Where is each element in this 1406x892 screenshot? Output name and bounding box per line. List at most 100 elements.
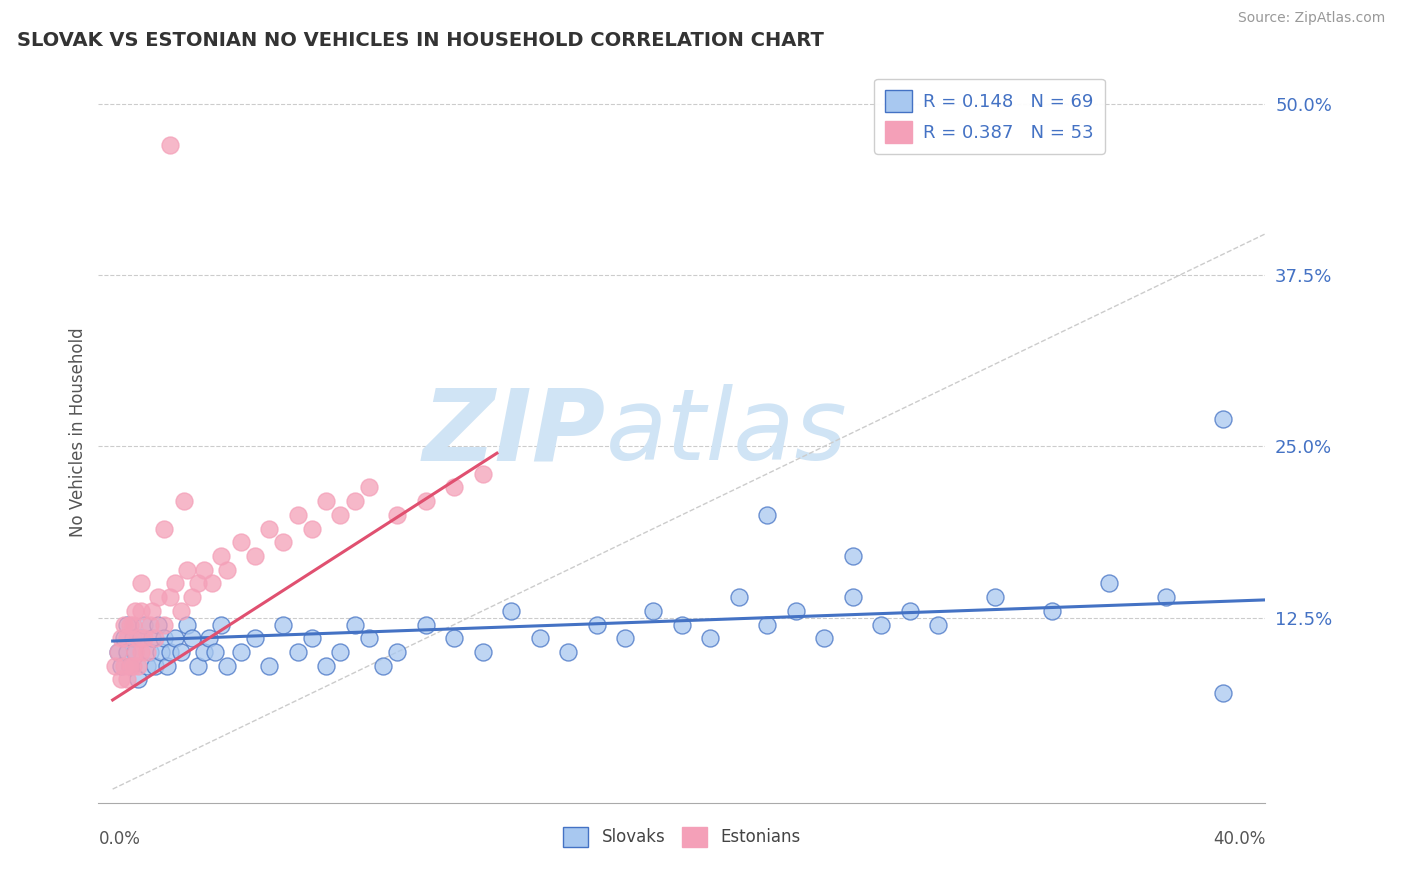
Point	[187, 576, 209, 591]
Point	[138, 645, 160, 659]
Point	[209, 617, 232, 632]
Point	[110, 673, 132, 687]
Point	[124, 604, 146, 618]
Point	[115, 617, 138, 632]
Point	[135, 658, 157, 673]
Point	[127, 632, 149, 646]
Point	[229, 645, 252, 659]
Point	[132, 632, 155, 646]
Point	[257, 522, 280, 536]
Point	[215, 658, 238, 673]
Point	[153, 617, 176, 632]
Point	[129, 604, 152, 618]
Point	[129, 632, 152, 646]
Point	[110, 632, 132, 646]
Point	[529, 632, 551, 646]
Point	[257, 658, 280, 673]
Point	[643, 604, 665, 618]
Point	[209, 549, 232, 563]
Point	[115, 673, 138, 687]
Point	[315, 494, 337, 508]
Point	[1212, 412, 1234, 426]
Point	[127, 658, 149, 673]
Point	[176, 617, 198, 632]
Point	[104, 658, 127, 673]
Point	[176, 563, 198, 577]
Point	[357, 480, 380, 494]
Point	[170, 604, 193, 618]
Point	[121, 658, 143, 673]
Point	[343, 617, 366, 632]
Point	[112, 632, 135, 646]
Point	[129, 645, 152, 659]
Text: ZIP: ZIP	[423, 384, 606, 481]
Point	[173, 494, 195, 508]
Point	[415, 494, 437, 508]
Point	[756, 617, 779, 632]
Point	[443, 480, 465, 494]
Point	[243, 632, 266, 646]
Point	[415, 617, 437, 632]
Point	[204, 645, 226, 659]
Point	[143, 658, 166, 673]
Point	[501, 604, 523, 618]
Point	[243, 549, 266, 563]
Point	[273, 535, 295, 549]
Point	[699, 632, 721, 646]
Point	[984, 590, 1007, 604]
Point	[841, 549, 863, 563]
Point	[165, 632, 187, 646]
Point	[112, 658, 135, 673]
Point	[215, 563, 238, 577]
Point	[135, 645, 157, 659]
Point	[841, 590, 863, 604]
Point	[170, 645, 193, 659]
Point	[329, 645, 352, 659]
Point	[1212, 686, 1234, 700]
Point	[813, 632, 835, 646]
Point	[110, 658, 132, 673]
Point	[159, 137, 181, 152]
Point	[153, 632, 176, 646]
Point	[141, 604, 163, 618]
Point	[927, 617, 949, 632]
Point	[614, 632, 637, 646]
Point	[371, 658, 394, 673]
Point	[471, 467, 494, 481]
Point	[181, 590, 204, 604]
Legend: Slovaks, Estonians: Slovaks, Estonians	[557, 820, 807, 854]
Text: 0.0%: 0.0%	[98, 830, 141, 847]
Point	[229, 535, 252, 549]
Point	[557, 645, 579, 659]
Point	[727, 590, 749, 604]
Point	[471, 645, 494, 659]
Point	[115, 632, 138, 646]
Point	[387, 508, 409, 522]
Point	[193, 645, 215, 659]
Point	[121, 632, 143, 646]
Point	[156, 658, 179, 673]
Point	[187, 658, 209, 673]
Point	[107, 645, 129, 659]
Point	[785, 604, 807, 618]
Point	[201, 576, 224, 591]
Point	[443, 632, 465, 646]
Point	[148, 617, 170, 632]
Point	[124, 645, 146, 659]
Point	[357, 632, 380, 646]
Point	[165, 576, 187, 591]
Point	[181, 632, 204, 646]
Point	[115, 645, 138, 659]
Point	[329, 508, 352, 522]
Point	[756, 508, 779, 522]
Point	[193, 563, 215, 577]
Point	[585, 617, 607, 632]
Point	[112, 617, 135, 632]
Text: SLOVAK VS ESTONIAN NO VEHICLES IN HOUSEHOLD CORRELATION CHART: SLOVAK VS ESTONIAN NO VEHICLES IN HOUSEH…	[17, 30, 824, 50]
Point	[159, 645, 181, 659]
Point	[118, 617, 141, 632]
Point	[898, 604, 921, 618]
Point	[107, 645, 129, 659]
Y-axis label: No Vehicles in Household: No Vehicles in Household	[69, 327, 87, 538]
Point	[287, 508, 309, 522]
